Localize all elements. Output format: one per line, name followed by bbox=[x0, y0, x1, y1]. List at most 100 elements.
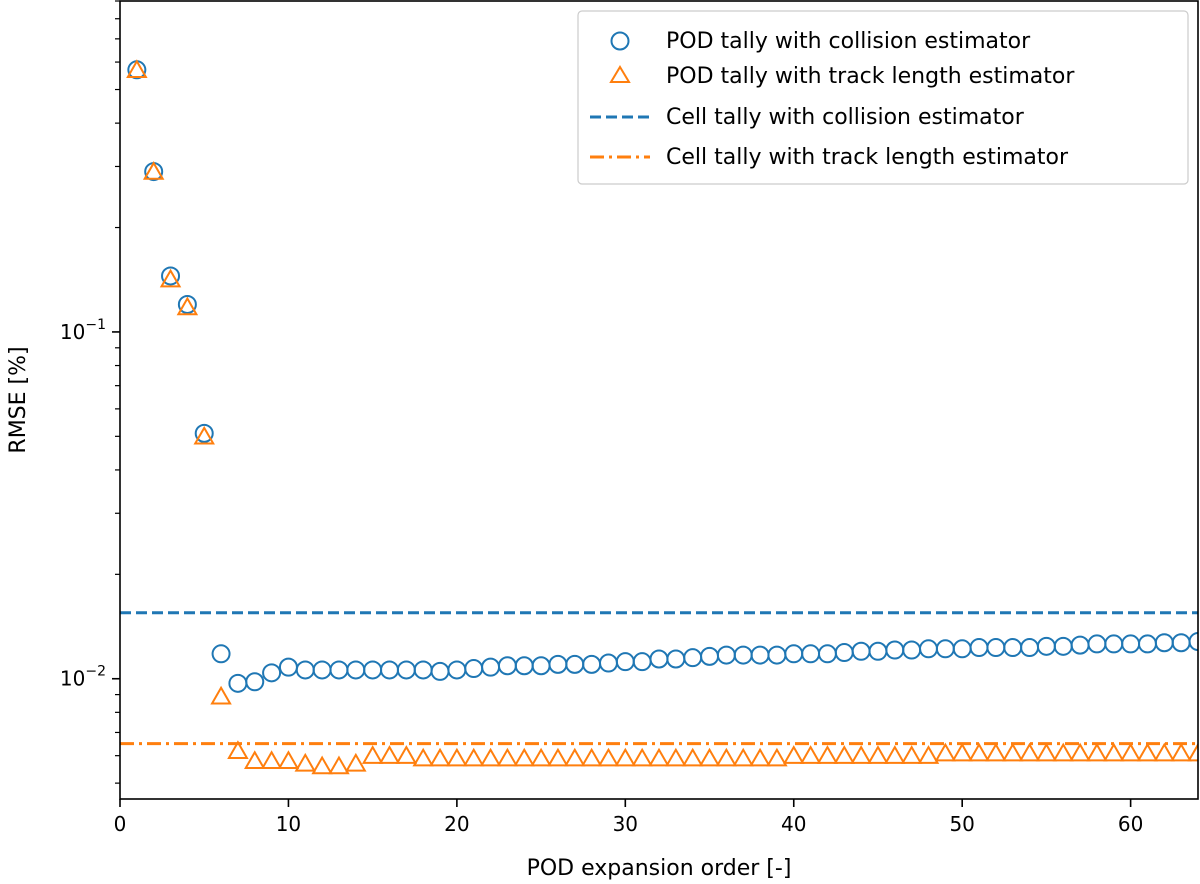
pod-collision-point bbox=[716, 645, 736, 665]
pod-track-point bbox=[934, 742, 957, 762]
pod-track-point bbox=[1153, 742, 1176, 762]
pod-collision-point bbox=[615, 652, 635, 672]
pod-collision-point bbox=[262, 663, 282, 683]
pod-collision-point bbox=[1188, 632, 1198, 652]
pod-track-point bbox=[462, 747, 485, 767]
pod-track-point bbox=[816, 745, 839, 764]
pod-track-point bbox=[1035, 742, 1058, 762]
pod-collision-point bbox=[430, 661, 450, 681]
pod-track-point bbox=[294, 752, 317, 772]
pod-track-point bbox=[429, 747, 451, 767]
pod-collision-point bbox=[969, 638, 989, 658]
pod-collision-point bbox=[413, 660, 433, 680]
pod-track-point bbox=[193, 425, 215, 445]
pod-collision-point bbox=[346, 660, 366, 680]
pod-track-point bbox=[395, 745, 418, 764]
pod-track-point bbox=[345, 752, 367, 772]
y-tick-label: 10−1 bbox=[60, 317, 106, 344]
legend: POD tally with collision estimator POD t… bbox=[577, 10, 1189, 185]
pod-collision-point bbox=[1070, 635, 1090, 655]
pod-collision-point bbox=[497, 656, 517, 676]
pod-track-point bbox=[496, 747, 519, 767]
x-axis-label: POD expansion order [-] bbox=[527, 856, 792, 881]
pod-track-point bbox=[1052, 742, 1074, 762]
pod-collision-point bbox=[380, 660, 399, 680]
legend-label-cell-collision: Cell tally with collision estimator bbox=[666, 105, 1025, 130]
pod-track-point bbox=[631, 747, 653, 767]
pod-track-point bbox=[614, 747, 637, 767]
y-tick-label: 10−2 bbox=[60, 664, 106, 691]
pod-track-point bbox=[277, 750, 300, 770]
pod-track-point bbox=[884, 745, 906, 764]
pod-track-point bbox=[1136, 742, 1159, 762]
legend-marker-pod-collision bbox=[610, 31, 630, 51]
pod-collision-point bbox=[161, 266, 181, 286]
pod-track-point bbox=[1018, 742, 1041, 762]
pod-collision-point bbox=[363, 660, 383, 680]
pod-collision-point bbox=[598, 653, 618, 673]
pod-track-point bbox=[547, 747, 569, 767]
pod-collision-point bbox=[666, 649, 686, 669]
pod-track-point bbox=[244, 750, 266, 770]
pod-track-point bbox=[513, 747, 535, 767]
pod-track-point bbox=[412, 747, 434, 767]
pod-collision-point bbox=[868, 641, 888, 661]
pod-track-point bbox=[328, 755, 350, 775]
pod-collision-point bbox=[1087, 634, 1107, 654]
pod-track-point bbox=[698, 747, 721, 767]
pod-collision-point bbox=[1036, 636, 1056, 656]
pod-collision-point bbox=[1154, 633, 1174, 653]
pod-collision-point bbox=[565, 654, 585, 674]
pod-collision-point bbox=[632, 652, 652, 672]
pod-collision-point bbox=[329, 660, 349, 680]
pod-collision-point bbox=[531, 656, 551, 676]
pod-collision-point bbox=[834, 643, 854, 663]
pod-track-point bbox=[917, 745, 940, 764]
pod-track-point bbox=[867, 745, 889, 764]
legend-marker-pod-track bbox=[609, 65, 631, 83]
x-tick-label: 60 bbox=[1118, 812, 1143, 836]
pod-track-point bbox=[951, 742, 973, 762]
pod-collision-point bbox=[481, 657, 501, 677]
pod-collision-point bbox=[1020, 638, 1040, 658]
x-tick-label: 50 bbox=[949, 812, 974, 836]
x-tick-label: 30 bbox=[613, 812, 638, 836]
pod-track-point bbox=[900, 745, 923, 764]
pod-collision-point bbox=[278, 657, 298, 677]
pod-collision-point bbox=[683, 648, 703, 668]
pod-track-point bbox=[361, 745, 384, 764]
pod-track-point bbox=[126, 59, 148, 79]
pod-collision-point bbox=[1171, 633, 1191, 653]
pod-track-point bbox=[1170, 742, 1192, 762]
x-tick-label: 20 bbox=[444, 812, 469, 836]
legend-label-pod-collision: POD tally with collision estimator bbox=[666, 29, 1031, 54]
plot-frame bbox=[119, 0, 1199, 800]
pod-collision-point bbox=[750, 645, 770, 665]
pod-track-point bbox=[1119, 742, 1142, 762]
pod-collision-point bbox=[935, 639, 955, 659]
pod-track-point bbox=[597, 747, 620, 767]
data-points bbox=[126, 59, 1198, 775]
pod-track-point bbox=[1187, 742, 1198, 762]
pod-track-point bbox=[850, 745, 872, 764]
pod-track-point bbox=[159, 268, 182, 288]
pod-track-point bbox=[378, 745, 401, 764]
pod-collision-point bbox=[733, 645, 753, 665]
pod-collision-point bbox=[902, 640, 922, 660]
pod-collision-point bbox=[514, 656, 534, 676]
pod-track-point bbox=[799, 745, 822, 764]
pod-collision-point bbox=[582, 654, 602, 674]
x-tick-label: 40 bbox=[781, 812, 806, 836]
pod-collision-point bbox=[649, 649, 669, 669]
legend-label-cell-track: Cell tally with track length estimator bbox=[666, 145, 1069, 170]
pod-collision-point bbox=[767, 645, 787, 665]
pod-collision-point bbox=[1003, 638, 1023, 658]
pod-collision-point bbox=[784, 644, 804, 664]
pod-collision-point bbox=[885, 640, 905, 660]
pod-track-point bbox=[648, 747, 670, 767]
pod-track-point bbox=[749, 747, 771, 767]
pod-collision-point bbox=[1137, 634, 1157, 654]
reference-lines bbox=[120, 611, 1198, 746]
pod-track-point bbox=[1103, 742, 1125, 762]
pod-track-point bbox=[1086, 742, 1108, 762]
